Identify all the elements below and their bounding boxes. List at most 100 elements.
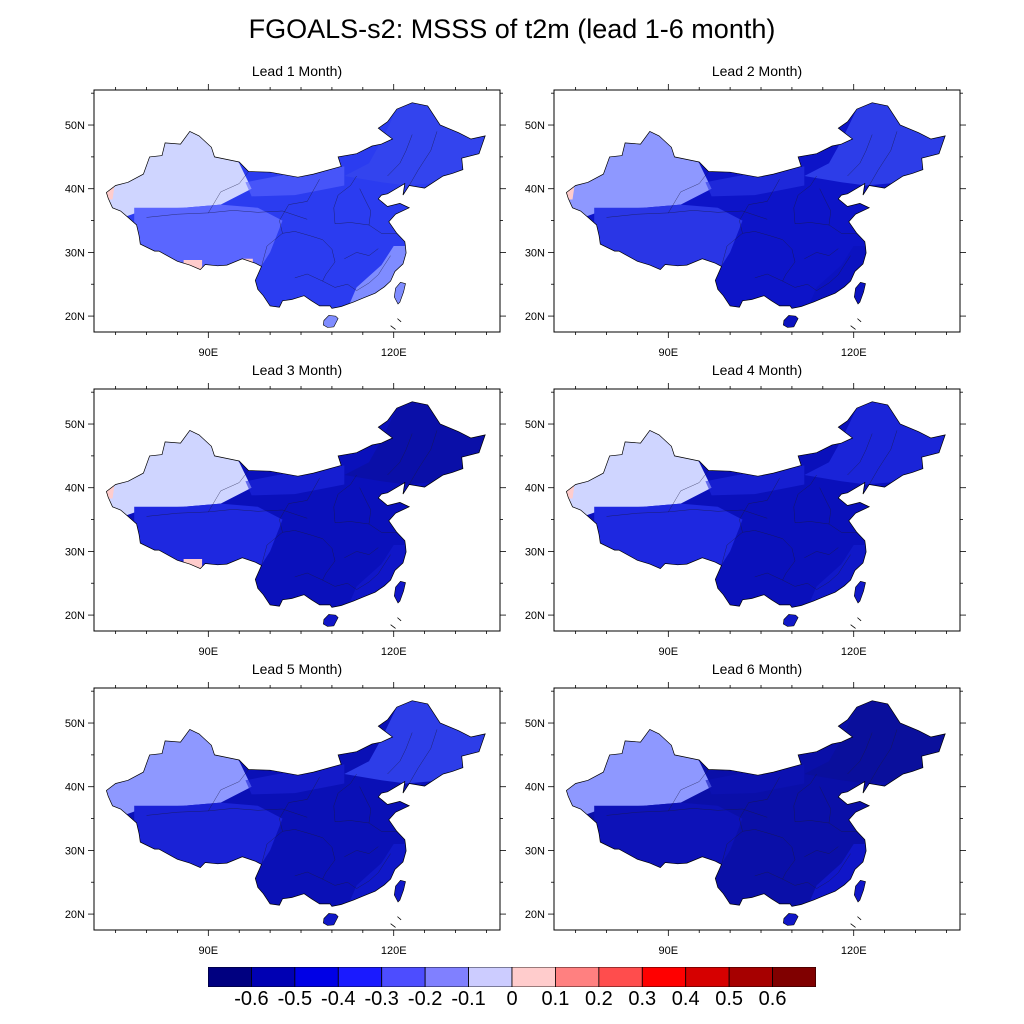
- colorbar-tick-label: 0.5: [715, 988, 744, 1010]
- lon-tick-label: 120E: [381, 347, 407, 359]
- lon-tick-label: 120E: [381, 646, 407, 658]
- msss-field: [106, 102, 486, 309]
- colorbar-swatch: [598, 966, 643, 988]
- map-panel: Lead 2 Month) 20N 30N 40N 50N 90E 120E: [488, 60, 966, 359]
- panel-title: Lead 1 Month): [251, 63, 343, 79]
- taiwan-island: [853, 281, 866, 305]
- msss-field: [566, 700, 946, 907]
- lat-tick-label: 50N: [65, 419, 85, 431]
- lat-tick-label: 30N: [525, 546, 545, 558]
- country-outline: [105, 401, 486, 608]
- plot-frame: [93, 388, 501, 632]
- map-canvas: 20N 30N 40N 50N 90E 120E: [525, 383, 966, 658]
- hainan-island: [322, 614, 339, 627]
- msss-field: [106, 401, 486, 608]
- taiwan-island: [393, 281, 406, 305]
- colorbar-tick-label: -0.3: [364, 988, 399, 1010]
- plot-frame: [553, 89, 961, 333]
- colorbar-swatch: [424, 966, 469, 988]
- country-outline: [565, 102, 946, 309]
- plot-frame: [553, 388, 961, 632]
- colorbar-swatch: [468, 966, 513, 988]
- map-canvas: 20N 30N 40N 50N 90E 120E: [65, 84, 506, 359]
- map-canvas: 20N 30N 40N 50N 90E 120E: [65, 383, 506, 658]
- country-outline: [565, 700, 946, 907]
- panel-title: Lead 4 Month): [711, 362, 803, 378]
- lat-tick-label: 50N: [525, 718, 545, 730]
- taiwan-island: [393, 879, 406, 903]
- msss-field: [566, 102, 946, 309]
- hainan-island: [322, 315, 339, 328]
- plot-frame: [93, 687, 501, 931]
- colorbar-swatch: [251, 966, 296, 988]
- colorbar: [207, 966, 817, 988]
- lat-tick-label: 40N: [525, 483, 545, 495]
- panel-title: Lead 5 Month): [251, 661, 343, 677]
- lon-tick-label: 120E: [381, 945, 407, 957]
- taiwan-island: [393, 580, 406, 604]
- colorbar-swatch: [381, 966, 426, 988]
- lat-tick-label: 50N: [525, 419, 545, 431]
- lat-tick-label: 50N: [65, 120, 85, 132]
- colorbar-swatch: [728, 966, 773, 988]
- positive-skill-patch: [183, 559, 203, 571]
- map-panel: Lead 6 Month) 20N 30N 40N 50N 90E 120E: [488, 658, 966, 957]
- country-outline: [105, 700, 486, 907]
- lat-tick-label: 40N: [525, 782, 545, 794]
- lon-tick-label: 120E: [841, 646, 867, 658]
- country-outline: [105, 102, 486, 309]
- msss-field: [566, 401, 946, 608]
- lon-tick-label: 120E: [841, 347, 867, 359]
- lat-tick-label: 20N: [65, 610, 85, 622]
- colorbar-swatch: [337, 966, 383, 988]
- colorbar-tick-label: 0.2: [584, 988, 613, 1010]
- colorbar-swatch: [685, 966, 730, 988]
- lat-tick-label: 30N: [65, 546, 85, 558]
- hainan-island: [782, 315, 799, 328]
- lat-tick-label: 20N: [65, 311, 85, 323]
- colorbar-tick-label: 0.3: [628, 988, 657, 1010]
- panel-title: Lead 3 Month): [251, 362, 343, 378]
- taiwan-island: [853, 879, 866, 903]
- colorbar-tick-label: -0.5: [277, 988, 313, 1010]
- lat-tick-label: 40N: [525, 184, 545, 196]
- positive-skill-patch: [183, 260, 203, 272]
- msss-field: [106, 700, 486, 907]
- lat-tick-label: 40N: [65, 184, 85, 196]
- colorbar-swatches: [207, 966, 817, 988]
- lon-tick-label: 90E: [659, 646, 679, 658]
- hainan-island: [782, 913, 799, 926]
- hainan-island: [322, 913, 339, 926]
- colorbar-swatch: [294, 966, 339, 988]
- lat-tick-label: 20N: [525, 610, 545, 622]
- lon-tick-label: 120E: [841, 945, 867, 957]
- panel-title: Lead 6 Month): [711, 661, 803, 677]
- colorbar-tick-label: 0: [506, 988, 518, 1010]
- lat-tick-label: 20N: [525, 311, 545, 323]
- map-canvas: 20N 30N 40N 50N 90E 120E: [525, 84, 966, 359]
- lon-tick-label: 90E: [659, 347, 679, 359]
- lon-tick-label: 90E: [659, 945, 679, 957]
- colorbar-swatch: [207, 966, 252, 988]
- plot-frame: [553, 687, 961, 931]
- lat-tick-label: 40N: [65, 782, 85, 794]
- lat-tick-label: 30N: [525, 845, 545, 857]
- hainan-island: [782, 614, 799, 627]
- colorbar-tick-label: -0.1: [451, 988, 486, 1010]
- colorbar-labels: -0.6 -0.5 -0.4 -0.3 -0.2 -0.1 0 0.1 0.2 0.3 0.4 0.5…: [0, 988, 1024, 1018]
- lat-tick-label: 20N: [65, 909, 85, 921]
- lon-tick-label: 90E: [199, 945, 219, 957]
- lon-tick-label: 90E: [199, 646, 219, 658]
- colorbar-swatch: [511, 966, 556, 988]
- colorbar-tick-label: 0.4: [671, 988, 700, 1010]
- map-canvas: 20N 30N 40N 50N 90E 120E: [525, 682, 966, 957]
- figure-title: FGOALS-s2: MSSS of t2m (lead 1-6 month): [248, 14, 776, 44]
- lat-tick-label: 30N: [65, 247, 85, 259]
- lat-tick-label: 50N: [65, 718, 85, 730]
- colorbar-tick-label: -0.2: [407, 988, 443, 1010]
- lat-tick-label: 30N: [65, 845, 85, 857]
- lat-tick-label: 50N: [525, 120, 545, 132]
- colorbar-tick-label: 0.1: [541, 988, 570, 1010]
- colorbar-swatch: [555, 966, 600, 988]
- lat-tick-label: 20N: [525, 909, 545, 921]
